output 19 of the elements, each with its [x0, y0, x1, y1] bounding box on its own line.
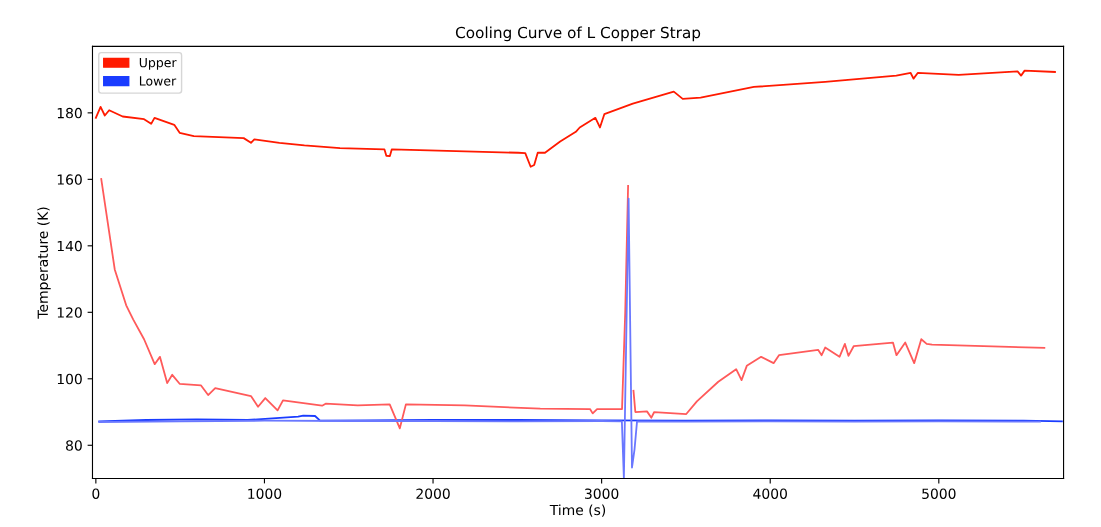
- line-series: [98, 197, 1041, 479]
- x-tick-label: 0: [92, 488, 100, 499]
- y-tick-label: 100: [57, 373, 82, 385]
- x-tick-label: 2000: [416, 488, 450, 499]
- legend-label: Upper: [139, 58, 177, 70]
- x-tick-label: 5000: [922, 488, 956, 499]
- y-axis-title: Temperature (K): [37, 207, 51, 319]
- y-tick-label: 80: [66, 440, 82, 451]
- y-tick-label: 140: [57, 240, 82, 252]
- chart-title: Cooling Curve of L Copper Strap: [455, 26, 701, 42]
- x-tick-label: 4000: [753, 488, 787, 499]
- legend-label: Lower: [139, 76, 177, 86]
- x-axis-title: Time (s): [549, 504, 606, 517]
- y-tick-label: 120: [57, 307, 82, 318]
- y-tick-label: 180: [57, 107, 82, 119]
- x-tick-label: 3000: [585, 488, 619, 499]
- y-tick-label: 160: [57, 174, 82, 185]
- line-series: [94, 69, 1056, 168]
- x-tick-label: 1000: [248, 488, 282, 499]
